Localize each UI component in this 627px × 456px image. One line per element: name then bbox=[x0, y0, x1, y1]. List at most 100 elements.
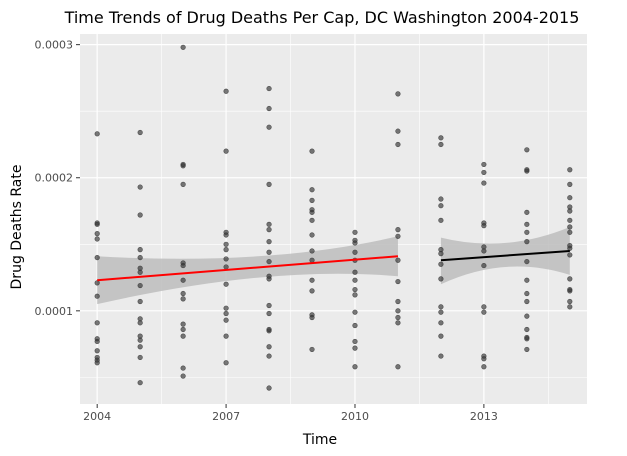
data-point bbox=[94, 360, 100, 366]
data-point bbox=[266, 221, 272, 227]
data-point bbox=[567, 304, 573, 310]
data-point bbox=[524, 147, 530, 153]
data-point bbox=[94, 236, 100, 242]
data-point bbox=[352, 269, 358, 275]
data-point bbox=[309, 209, 315, 215]
x-tick-label: 2010 bbox=[341, 410, 369, 423]
data-point bbox=[524, 168, 530, 174]
data-point bbox=[524, 239, 530, 245]
data-point bbox=[438, 276, 444, 282]
data-point bbox=[524, 346, 530, 353]
data-point bbox=[137, 298, 143, 305]
data-point bbox=[266, 124, 272, 130]
data-point bbox=[438, 333, 444, 339]
fit-lines bbox=[97, 249, 570, 282]
data-point bbox=[309, 257, 315, 263]
data-point bbox=[395, 227, 401, 233]
y-axis-title: Drug Deaths Rate bbox=[9, 165, 25, 290]
data-point bbox=[309, 277, 315, 283]
data-point bbox=[180, 321, 186, 327]
x-tick-label: 2007 bbox=[212, 410, 240, 423]
y-tick-label: 0.0002 bbox=[35, 172, 74, 185]
data-point bbox=[481, 309, 487, 315]
data-point bbox=[567, 288, 573, 294]
data-point bbox=[352, 338, 358, 345]
data-point bbox=[266, 105, 272, 112]
data-point bbox=[180, 290, 186, 297]
data-point bbox=[481, 161, 487, 168]
data-point bbox=[180, 163, 186, 169]
data-point bbox=[481, 169, 487, 176]
data-point bbox=[395, 278, 401, 285]
data-point bbox=[309, 288, 315, 294]
data-point bbox=[524, 277, 530, 283]
data-point bbox=[524, 258, 530, 265]
data-point bbox=[481, 364, 487, 370]
x-tick-label: 2013 bbox=[470, 410, 498, 423]
fit-line bbox=[97, 255, 399, 282]
data-point bbox=[223, 264, 229, 270]
data-point bbox=[266, 302, 272, 309]
data-point bbox=[180, 373, 186, 379]
data-point bbox=[395, 364, 401, 370]
data-point bbox=[352, 286, 358, 293]
data-point bbox=[94, 280, 100, 286]
data-point bbox=[266, 385, 272, 391]
data-point bbox=[94, 338, 100, 345]
data-point bbox=[438, 196, 444, 202]
data-point bbox=[567, 208, 573, 214]
data-point bbox=[352, 309, 358, 315]
data-point bbox=[137, 282, 143, 289]
data-point bbox=[524, 209, 530, 215]
data-point bbox=[223, 305, 229, 311]
data-point bbox=[137, 344, 143, 350]
data-point bbox=[395, 314, 401, 321]
data-point bbox=[223, 310, 229, 317]
data-point bbox=[137, 380, 143, 386]
data-point bbox=[481, 223, 487, 229]
data-point bbox=[309, 187, 315, 193]
fit-line bbox=[440, 249, 570, 262]
data-point bbox=[266, 249, 272, 255]
data-point bbox=[352, 229, 358, 235]
data-point bbox=[266, 258, 272, 265]
data-point bbox=[266, 239, 272, 245]
y-tick-label: 0.0001 bbox=[35, 305, 74, 318]
data-point bbox=[223, 360, 229, 366]
data-point bbox=[223, 232, 229, 238]
minor-grid bbox=[80, 34, 587, 404]
x-axis-ticks: 2004 2007 2010 2013 bbox=[83, 404, 498, 423]
data-point bbox=[481, 304, 487, 310]
data-point bbox=[180, 277, 186, 283]
data-point bbox=[481, 262, 487, 269]
data-point bbox=[481, 248, 487, 254]
data-point bbox=[395, 233, 401, 239]
data-point bbox=[309, 197, 315, 203]
data-point bbox=[309, 148, 315, 154]
data-point bbox=[180, 326, 186, 333]
data-point bbox=[137, 254, 143, 261]
data-point bbox=[395, 128, 401, 134]
data-point bbox=[567, 195, 573, 201]
data-point bbox=[309, 314, 315, 321]
data-point bbox=[438, 261, 444, 267]
data-point bbox=[266, 310, 272, 317]
data-point bbox=[395, 141, 401, 148]
data-point bbox=[309, 217, 315, 223]
data-point bbox=[137, 184, 143, 190]
data-point bbox=[223, 317, 229, 323]
data-point bbox=[137, 129, 143, 136]
data-point bbox=[438, 135, 444, 141]
data-point bbox=[438, 141, 444, 148]
data-point bbox=[309, 248, 315, 254]
data-point bbox=[567, 229, 573, 235]
data-point bbox=[438, 309, 444, 315]
data-point bbox=[266, 328, 272, 334]
data-point bbox=[395, 298, 401, 305]
data-point bbox=[180, 181, 186, 187]
data-point bbox=[352, 240, 358, 246]
data-point bbox=[438, 217, 444, 223]
data-points bbox=[94, 44, 573, 391]
data-point bbox=[137, 354, 143, 361]
